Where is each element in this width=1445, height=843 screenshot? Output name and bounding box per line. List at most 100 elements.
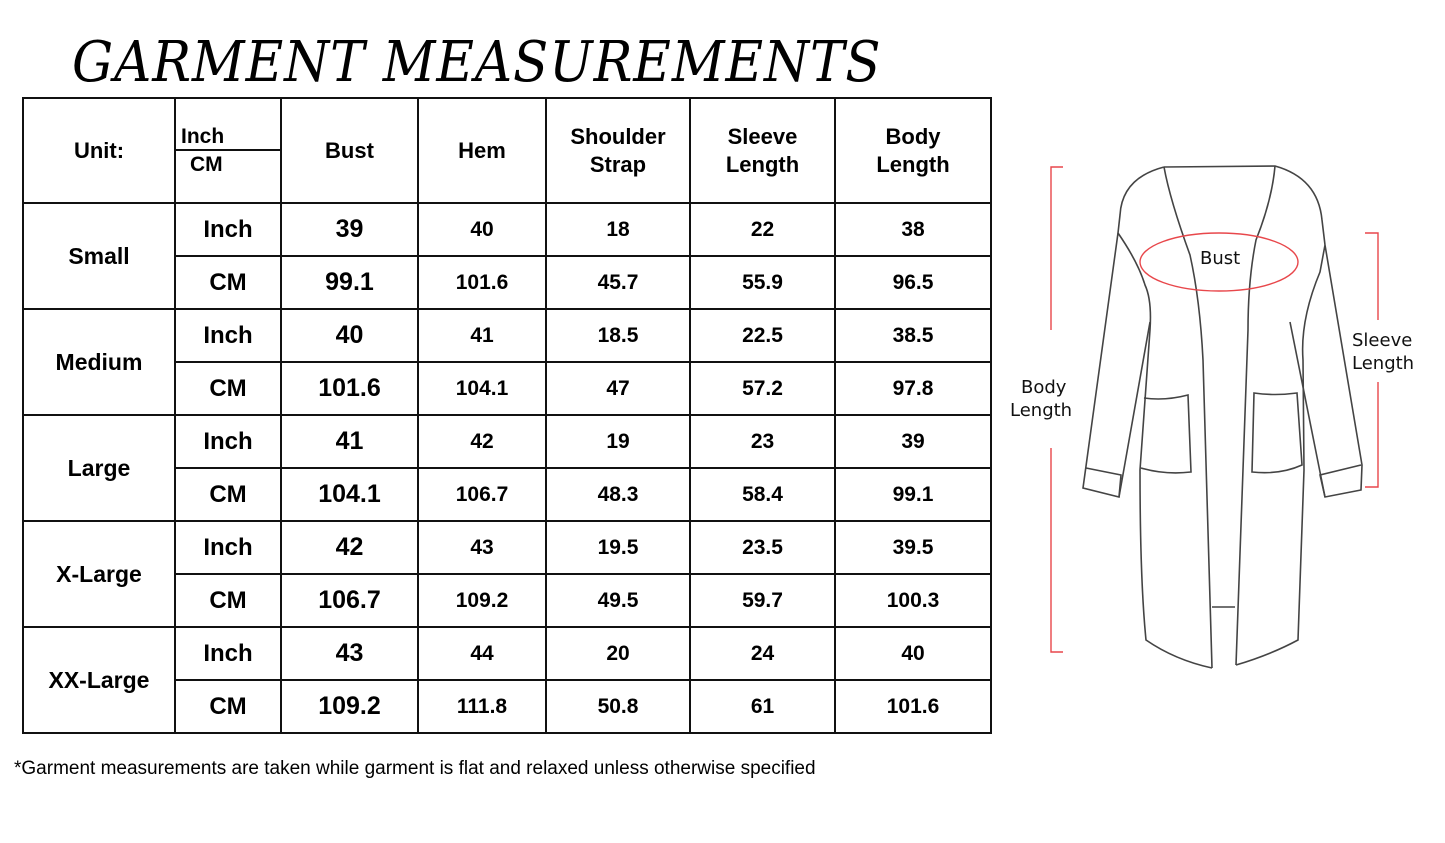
measurement-cell: 49.5 <box>545 573 691 628</box>
measurement-cell: 20 <box>545 626 691 681</box>
measurement-cell: 39.5 <box>834 520 992 575</box>
measurement-cell: 45.7 <box>545 255 691 310</box>
measurement-cell: 57.2 <box>689 361 836 416</box>
footnote: *Garment measurements are taken while ga… <box>14 758 816 779</box>
measurement-cell: 18.5 <box>545 308 691 363</box>
measurement-cell: 101.6 <box>417 255 547 310</box>
measurement-cell: 23 <box>689 414 836 469</box>
body-length-label-1: Body <box>1021 377 1067 398</box>
size-label: Large <box>22 414 176 522</box>
measurement-cell: 104.1 <box>280 467 419 522</box>
measurement-cell: 41 <box>417 308 547 363</box>
measurement-cell: 19.5 <box>545 520 691 575</box>
table-row: CM 106.7 109.2 49.5 59.7 100.3 <box>23 573 992 628</box>
table-row: Small Inch 39 40 18 22 38 <box>22 202 992 310</box>
measurement-cell: 96.5 <box>834 255 992 310</box>
measurement-cell: 24 <box>689 626 836 681</box>
row-unit-label: Inch <box>174 202 282 257</box>
measurement-cell: 99.1 <box>280 255 419 310</box>
measurement-cell: 19 <box>545 414 691 469</box>
measurement-cell: 111.8 <box>417 679 547 734</box>
table-row: CM 99.1 101.6 45.7 55.9 96.5 <box>23 255 992 310</box>
measurement-cell: 22.5 <box>689 308 836 363</box>
measurement-cell: 99.1 <box>834 467 992 522</box>
measurement-cell: 40 <box>834 626 992 681</box>
bust-label: Bust <box>1200 248 1240 269</box>
measurement-cell: 109.2 <box>280 679 419 734</box>
col-body-length: Body Length <box>834 97 992 204</box>
measurement-cell: 43 <box>280 626 419 681</box>
measurement-cell: 61 <box>689 679 836 734</box>
measurement-cell: 43 <box>417 520 547 575</box>
measurement-cell: 47 <box>545 361 691 416</box>
measurement-cell: 42 <box>417 414 547 469</box>
measurement-cell: 23.5 <box>689 520 836 575</box>
measurement-cell: 101.6 <box>834 679 992 734</box>
measurement-cell: 109.2 <box>417 573 547 628</box>
measurement-cell: 104.1 <box>417 361 547 416</box>
measurement-cell: 42 <box>280 520 419 575</box>
measurement-cell: 50.8 <box>545 679 691 734</box>
table-row: CM 109.2 111.8 50.8 61 101.6 <box>23 679 992 734</box>
col-bust: Bust <box>280 97 419 204</box>
measurement-cell: 39 <box>834 414 992 469</box>
sleeve-length-bracket-top <box>1365 232 1379 320</box>
body-length-bracket-bottom <box>1050 448 1063 653</box>
body-length-label-2: Length <box>1010 400 1072 421</box>
measurement-cell: 41 <box>280 414 419 469</box>
table-row: Medium Inch 40 41 18.5 22.5 38.5 <box>22 308 992 416</box>
table-row: Large Inch 41 42 19 23 39 <box>22 414 992 522</box>
page-title: GARMENT MEASUREMENTS <box>72 30 882 95</box>
row-unit-label: Inch <box>174 308 282 363</box>
unit-cm: CM <box>190 153 223 176</box>
body-length-bracket-top <box>1050 166 1063 330</box>
measurement-cell: 38 <box>834 202 992 257</box>
row-unit-label: CM <box>174 467 282 522</box>
measurement-cell: 100.3 <box>834 573 992 628</box>
cardigan-outline <box>1082 165 1363 669</box>
measurement-cell: 40 <box>280 308 419 363</box>
row-unit-label: Inch <box>174 520 282 575</box>
col-label: Sleeve Length <box>725 123 800 177</box>
measurement-cell: 55.9 <box>689 255 836 310</box>
row-unit-label: CM <box>174 255 282 310</box>
row-unit-label: Inch <box>174 414 282 469</box>
size-label: X-Large <box>22 520 176 628</box>
size-label: XX-Large <box>22 626 176 734</box>
col-shoulder-strap: Shoulder Strap <box>545 97 691 204</box>
sleeve-length-label-2: Length <box>1352 353 1414 374</box>
table-row: CM 104.1 106.7 48.3 58.4 99.1 <box>23 467 992 522</box>
unit-label: Unit: <box>22 97 176 204</box>
measurement-cell: 39 <box>280 202 419 257</box>
row-unit-label: Inch <box>174 626 282 681</box>
table-row: CM 101.6 104.1 47 57.2 97.8 <box>23 361 992 416</box>
measurement-cell: 38.5 <box>834 308 992 363</box>
measurement-cell: 48.3 <box>545 467 691 522</box>
header-row: Unit: Inch CM Bust Hem Shoulder Strap Sl… <box>22 97 992 204</box>
bust-marker <box>1139 232 1299 292</box>
table-row: XX-Large Inch 43 44 20 24 40 <box>22 626 992 734</box>
measurement-cell: 97.8 <box>834 361 992 416</box>
sleeve-length-bracket-bottom <box>1365 382 1379 488</box>
measurement-markers <box>1050 166 1379 653</box>
measurement-cell: 18 <box>545 202 691 257</box>
row-unit-label: CM <box>174 361 282 416</box>
row-unit-label: CM <box>174 573 282 628</box>
unit-inch: Inch <box>181 125 225 148</box>
col-label: Body Length <box>876 123 950 177</box>
col-hem: Hem <box>417 97 547 204</box>
measurement-cell: 101.6 <box>280 361 419 416</box>
size-label: Small <box>22 202 176 310</box>
measurement-cell: 59.7 <box>689 573 836 628</box>
size-label: Medium <box>22 308 176 416</box>
size-chart-table: Unit: Inch CM Bust Hem Shoulder Strap Sl… <box>22 97 992 734</box>
measurement-cell: 40 <box>417 202 547 257</box>
col-sleeve-length: Sleeve Length <box>689 97 836 204</box>
col-label: Shoulder Strap <box>570 123 666 177</box>
unit-legend: Inch CM <box>174 97 282 204</box>
measurement-cell: 106.7 <box>280 573 419 628</box>
measurement-cell: 106.7 <box>417 467 547 522</box>
unit-divider <box>176 149 280 151</box>
sleeve-length-label-1: Sleeve <box>1352 330 1412 351</box>
